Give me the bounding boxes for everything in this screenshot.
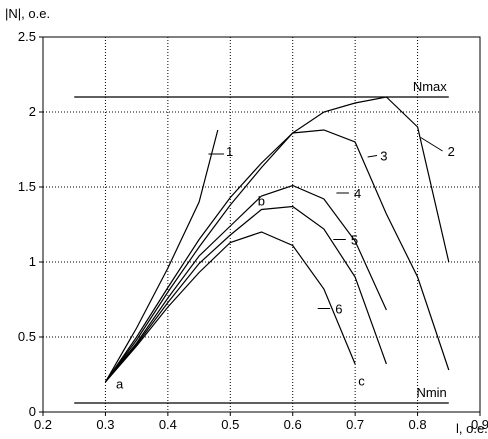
y-tick-label: 1 bbox=[29, 254, 36, 269]
series-label-2: 2 bbox=[448, 144, 455, 159]
y-tick-label: 1.5 bbox=[18, 179, 36, 194]
y-axis-label: |N|, o.e. bbox=[5, 6, 50, 21]
x-tick-label: 0.4 bbox=[159, 417, 177, 432]
plot-frame bbox=[42, 36, 481, 413]
x-tick-label: 0.5 bbox=[221, 417, 239, 432]
series-label-1: 1 bbox=[226, 144, 233, 159]
series-label-6: 6 bbox=[335, 302, 342, 317]
x-tick-label: 0.2 bbox=[34, 417, 52, 432]
series-line-1 bbox=[104, 129, 219, 383]
series-label-leader bbox=[420, 137, 443, 152]
series-line-2 bbox=[104, 96, 450, 383]
x-tick-label: 0.7 bbox=[346, 417, 364, 432]
annotation-c: c bbox=[358, 374, 365, 389]
x-tick-label: 0.9 bbox=[471, 417, 488, 432]
series-line-6 bbox=[104, 231, 356, 383]
series-labels: 1 2 3 4 5 6 bbox=[208, 137, 455, 317]
x-axis-label: l, o.e. bbox=[456, 421, 488, 436]
reference-line-label: Nmax bbox=[413, 79, 447, 94]
series-label-leader bbox=[367, 155, 378, 158]
reference-line-label: Nmin bbox=[416, 385, 446, 400]
series-label-5: 5 bbox=[351, 233, 358, 248]
axes bbox=[39, 36, 481, 416]
x-tick-label: 0.3 bbox=[96, 417, 114, 432]
series-line-4 bbox=[104, 184, 387, 383]
reference-lines: Nmax Nmin bbox=[74, 79, 449, 404]
series-lines bbox=[104, 96, 450, 383]
series-line-5 bbox=[104, 205, 387, 383]
x-tick-label: 0.6 bbox=[284, 417, 302, 432]
x-tick-label: 0.8 bbox=[409, 417, 427, 432]
grid-lines bbox=[43, 37, 480, 412]
y-tick-label: 0 bbox=[29, 404, 36, 419]
series-line-3 bbox=[104, 129, 450, 383]
series-label-4: 4 bbox=[354, 186, 361, 201]
annotation-a: a bbox=[116, 377, 124, 392]
y-tick-label: 0.5 bbox=[18, 329, 36, 344]
y-tick-label: 2.5 bbox=[18, 29, 36, 44]
series-label-3: 3 bbox=[380, 149, 387, 164]
annotations: a b c bbox=[116, 194, 365, 392]
annotation-b: b bbox=[258, 194, 265, 209]
tick-labels: 0.2 0.3 0.4 0.5 0.6 0.7 0.8 0.9 0 0.5 1 1.5 2 2.5 bbox=[18, 29, 488, 432]
y-tick-label: 2 bbox=[29, 104, 36, 119]
